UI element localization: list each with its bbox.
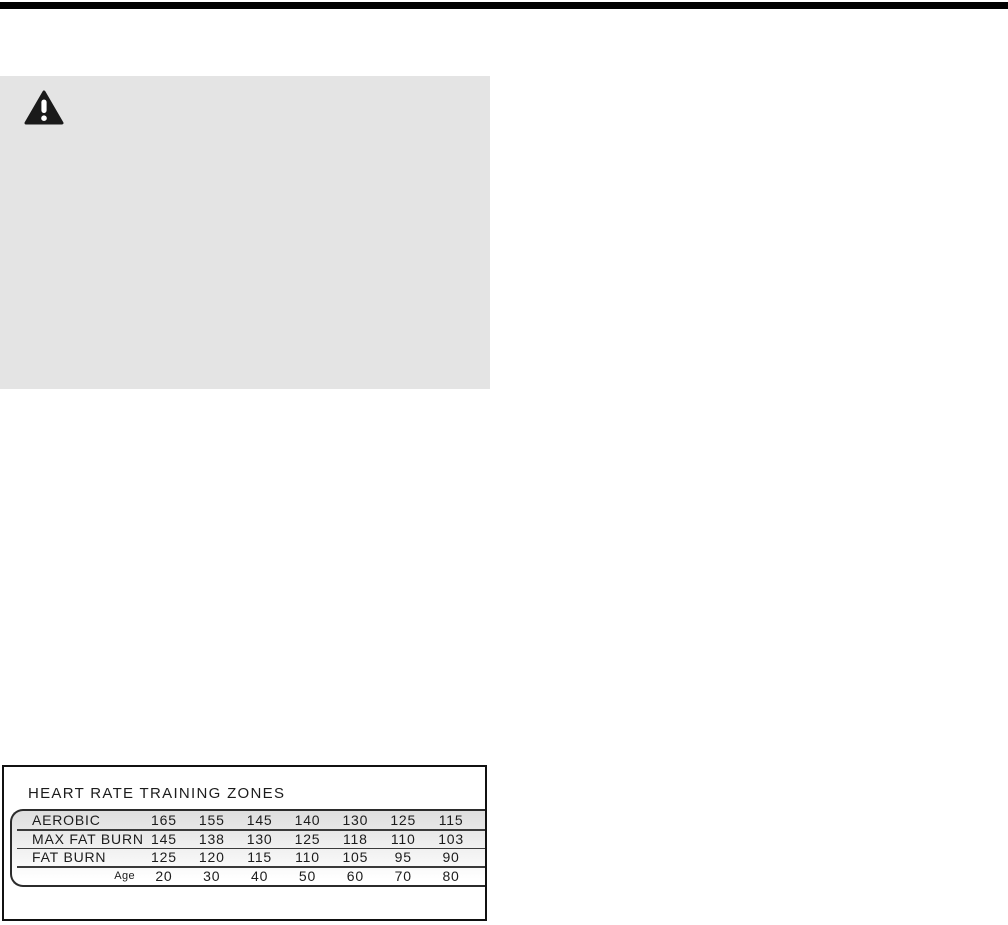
top-rule — [0, 2, 1008, 9]
zone-value: 90 — [442, 849, 460, 866]
zone-value: 110 — [295, 849, 320, 866]
warning-triangle-icon — [24, 90, 64, 125]
panel-title: HEART RATE TRAINING ZONES — [28, 785, 286, 802]
zone-value: 138 — [198, 830, 225, 847]
row-label: MAX FAT BURN — [32, 830, 144, 847]
table-row-fat-burn: FAT BURN 125 120 115 110 105 95 90 — [12, 848, 485, 867]
zone-value: 120 — [198, 849, 225, 866]
zone-value: 130 — [246, 830, 273, 847]
zone-value: 125 — [294, 830, 321, 847]
table-row-aerobic: AEROBIC 165 155 145 140 130 125 115 — [12, 811, 485, 830]
zone-value: 118 — [342, 830, 368, 847]
zone-value: 145 — [151, 830, 177, 847]
age-value: 30 — [203, 867, 221, 884]
age-label: Age — [114, 869, 135, 882]
table-row-max-fat-burn: MAX FAT BURN 145 138 130 125 118 110 103 — [12, 830, 485, 849]
age-value: 40 — [251, 867, 269, 884]
zone-value: 130 — [342, 812, 369, 829]
zone-value: 115 — [438, 812, 464, 829]
age-value: 60 — [346, 867, 364, 884]
zone-value: 115 — [247, 849, 272, 866]
zone-value: 105 — [342, 849, 369, 866]
warning-box — [0, 76, 490, 389]
zone-value: 145 — [246, 812, 273, 829]
age-value: 20 — [155, 867, 173, 884]
zone-value: 110 — [390, 830, 416, 847]
age-value: 70 — [394, 867, 412, 884]
heart-rate-zones-panel: HEART RATE TRAINING ZONES AEROBIC 165 15… — [2, 765, 487, 921]
table-row-age: Age 20 30 40 50 60 70 80 — [12, 867, 485, 886]
age-value: 50 — [298, 867, 317, 884]
row-label: AEROBIC — [32, 812, 101, 829]
heart-rate-table: AEROBIC 165 155 145 140 130 125 115 MAX … — [10, 809, 485, 887]
zone-value: 165 — [151, 812, 177, 829]
zone-value: 125 — [390, 812, 417, 829]
zone-value: 155 — [198, 812, 225, 829]
zone-value: 140 — [294, 812, 321, 829]
age-value: 80 — [442, 867, 460, 884]
zone-value: 103 — [438, 830, 464, 847]
zone-value: 95 — [394, 849, 412, 866]
zone-value: 125 — [151, 849, 177, 866]
row-label: FAT BURN — [32, 849, 107, 866]
